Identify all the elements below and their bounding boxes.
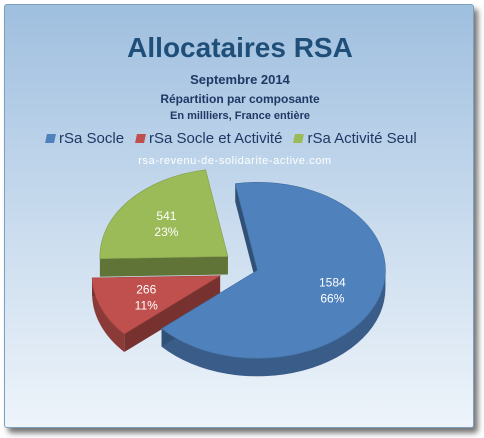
legend-item-socle-activite: rSa Socle et Activité <box>135 130 283 147</box>
chart-subtitle-breakdown: Répartition par composante <box>160 92 320 106</box>
data-label-percent-0: 66% <box>320 291 344 305</box>
data-label-percent-1: 11% <box>135 299 158 313</box>
data-label-value-0: 1584 <box>319 275 346 289</box>
pie-slice-side-1 <box>92 277 125 353</box>
pie-slice-side-0 <box>161 270 386 377</box>
chart-title: Allocataires RSA <box>127 32 353 63</box>
watermark: rsa-revenu-de-solidarite-active.com <box>138 155 332 167</box>
data-label-percent-2: 23% <box>154 225 178 239</box>
pie-slice-0 <box>161 182 386 359</box>
legend-label-socle: rSa Socle <box>59 130 125 147</box>
legend-label-activite-seul: rSa Activité Seul <box>307 130 417 147</box>
chart-legend: rSa Socle rSa Socle et Activité rSa Acti… <box>45 130 466 147</box>
legend-label-socle-activite: rSa Socle et Activité <box>149 130 283 147</box>
pie-slice-wall-1-0 <box>124 275 221 353</box>
data-label-value-1: 266 <box>136 283 156 297</box>
legend-item-activite-seul: rSa Activité Seul <box>293 130 417 147</box>
chart-subtitle: Septembre 2014 <box>190 72 290 87</box>
chart-subtitle-units: En millliers, France entière <box>169 110 310 122</box>
legend-item-socle: rSa Socle <box>45 130 125 147</box>
pie-slice-wall-2-0 <box>99 256 228 277</box>
pie-slice-1 <box>91 275 222 335</box>
data-label-value-2: 541 <box>156 209 176 223</box>
pie-slice-2 <box>99 169 229 260</box>
pie-slice-wall-0-0 <box>235 183 258 289</box>
